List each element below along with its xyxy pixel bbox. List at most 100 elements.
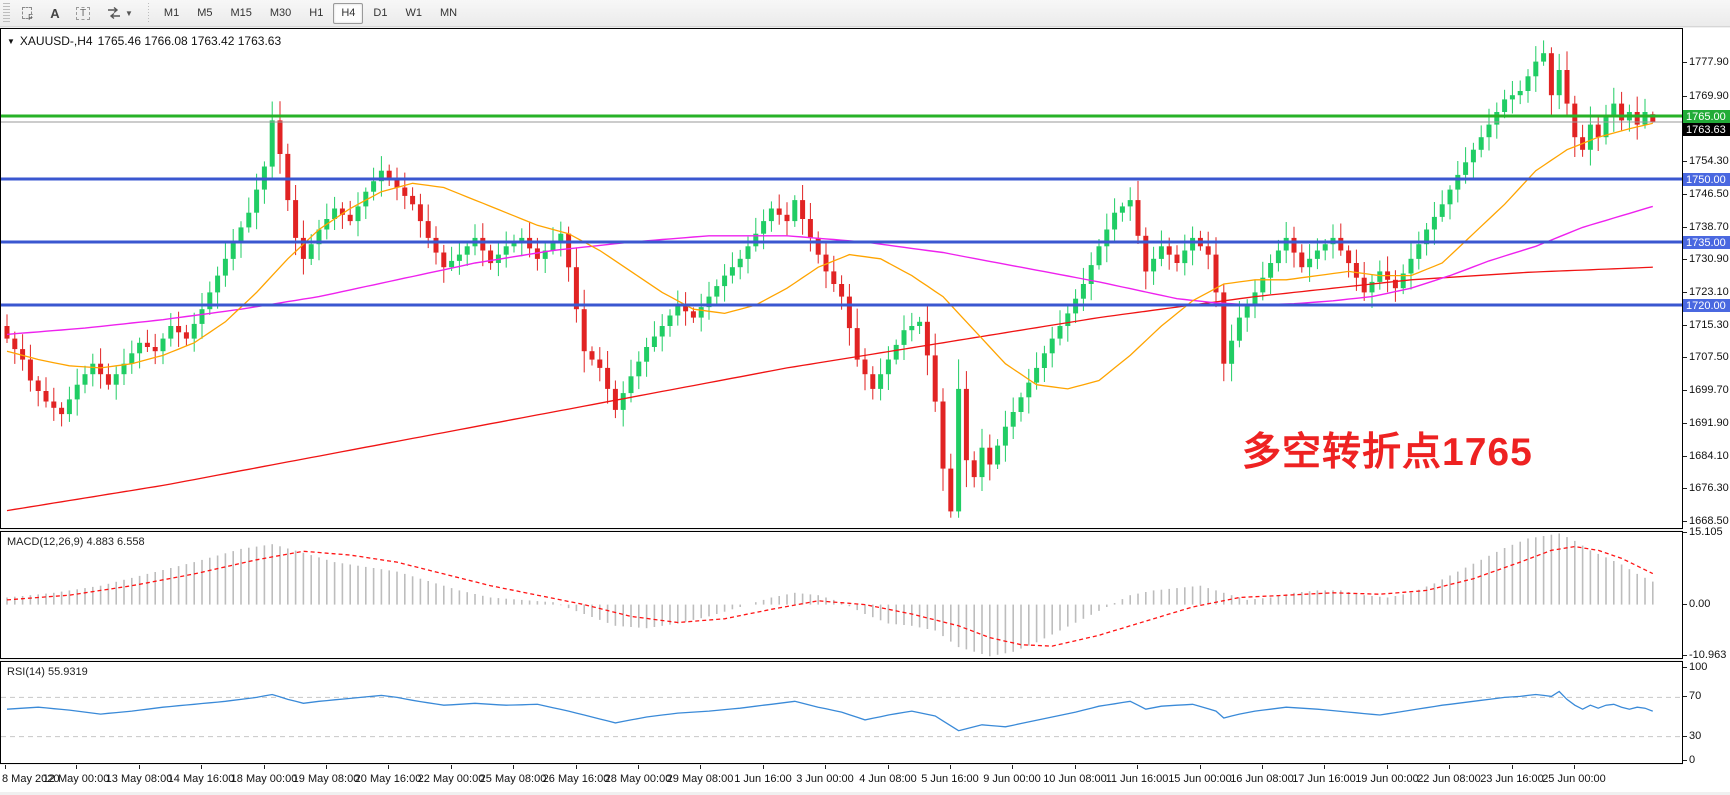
price-axis[interactable]: 1777.901769.901762.101754.301746.501738.… (1683, 28, 1730, 792)
candle-body (456, 254, 462, 261)
candle-body (651, 336, 657, 347)
time-label: 1 Jun 16:00 (734, 773, 792, 785)
candle-body (1275, 250, 1281, 264)
candle-body (1587, 124, 1593, 150)
rsi-tick-dash (1683, 760, 1687, 761)
candle-body (82, 374, 88, 385)
candle-body (807, 219, 813, 238)
candle-body (433, 237, 439, 253)
candle-body (1392, 279, 1398, 289)
candle-body (66, 399, 72, 415)
time-tick (825, 765, 826, 769)
candle-body (1572, 103, 1578, 138)
candle-body (199, 309, 205, 324)
price-tick-dash (1683, 259, 1687, 260)
candle-body (644, 347, 650, 362)
time-tick (1324, 765, 1325, 769)
candle-body (675, 305, 681, 316)
bottom-strip (0, 792, 1730, 795)
time-label: 22 May 00:00 (417, 773, 485, 785)
time-tick (5, 765, 6, 769)
toolbar: F A T ▼ M1 M5 M15 M30 H1 H4 D1 W1 MN (0, 0, 1730, 27)
time-label: 10 Jun 08:00 (1043, 773, 1107, 785)
time-tick (1262, 765, 1263, 769)
swap-arrows-icon[interactable]: ▼ (98, 3, 141, 24)
level-badge-1765: 1765.00 (1683, 110, 1730, 123)
candle-body (410, 195, 416, 205)
price-tick-dash (1683, 456, 1687, 457)
candle-body (1190, 237, 1196, 251)
candle-body (815, 237, 821, 255)
time-tick (76, 765, 77, 769)
candle-body (1509, 95, 1515, 100)
candle-body (1158, 246, 1164, 259)
time-label: 9 Jun 00:00 (983, 773, 1041, 785)
timeframe-button-w1[interactable]: W1 (405, 7, 422, 19)
candle-body (59, 407, 65, 415)
rsi-label: RSI(14) 55.9319 (7, 666, 88, 678)
candle-body (589, 351, 595, 360)
candle-body (1174, 254, 1180, 263)
price-tick-dash (1683, 292, 1687, 293)
candle-body (27, 359, 33, 381)
price-tick-dash (1683, 161, 1687, 162)
macd-label: MACD(12,26,9) 4.883 6.558 (7, 536, 145, 548)
timeframe-button-m1[interactable]: M1 (163, 7, 180, 19)
candle-body (698, 307, 704, 318)
chart-dropdown-icon[interactable]: ▼ (7, 36, 15, 46)
text-box-icon[interactable]: T (70, 3, 96, 24)
candle-body (878, 374, 884, 389)
time-tick (638, 765, 639, 769)
time-label: 26 May 16:00 (542, 773, 610, 785)
candle-body (948, 468, 954, 512)
candle-body (1112, 212, 1118, 230)
timeframe-button-mn[interactable]: MN (439, 7, 458, 19)
candle-body (1431, 216, 1437, 230)
candle-body (160, 338, 166, 352)
macd-chart-surface[interactable] (1, 532, 1682, 658)
candle-body (605, 367, 611, 389)
price-tick-dash (1683, 423, 1687, 424)
rsi-chart-surface[interactable] (1, 662, 1682, 763)
price-tick-dash (1683, 488, 1687, 489)
timeframe-button-m5[interactable]: M5 (197, 7, 213, 19)
candle-body (1463, 162, 1469, 175)
timeframe-button-m15[interactable]: M15 (230, 7, 252, 19)
time-tick (1449, 765, 1450, 769)
time-label: 5 Jun 16:00 (921, 773, 979, 785)
price-tick-dash (1683, 521, 1687, 522)
price-chart-surface[interactable] (1, 29, 1682, 528)
rsi-tick: 100 (1689, 661, 1708, 673)
text-a-icon[interactable]: A (50, 5, 60, 21)
candle-body (176, 326, 182, 333)
candle-body (893, 344, 899, 360)
timeframe-button-h1[interactable]: H1 (309, 7, 324, 19)
candle-body (846, 296, 852, 329)
candle-body (20, 349, 26, 360)
candle-body (1439, 204, 1445, 217)
timeframe-button-h4[interactable]: H4 (333, 2, 364, 24)
main-chart-panel[interactable]: ▼ XAUUSD-,H4 1765.46 1766.08 1763.42 176… (0, 28, 1683, 529)
candle-body (1502, 99, 1508, 112)
candle-body (98, 363, 104, 375)
candle-body (144, 342, 150, 347)
price-tick: 1707.50 (1689, 351, 1729, 363)
candle-body (940, 401, 946, 469)
candle-body (550, 242, 556, 251)
candle-body (503, 246, 509, 255)
time-axis[interactable]: 8 May 2020 12 May 00:00 13 May 08:00 14 May… (0, 765, 1730, 792)
macd-panel[interactable]: MACD(12,26,9) 4.883 6.558 (0, 531, 1683, 659)
price-tick: 1754.30 (1689, 155, 1729, 167)
time-label: 11 Jun 16:00 (1105, 773, 1169, 785)
time-tick (264, 765, 265, 769)
rsi-panel[interactable]: RSI(14) 55.9319 (0, 661, 1683, 764)
timeframe-button-m30[interactable]: M30 (269, 7, 292, 19)
rsi-tick-dash (1683, 736, 1687, 737)
toolbar-drag-handle[interactable] (3, 3, 10, 23)
grid-f-icon[interactable]: F (14, 3, 40, 24)
candle-body (839, 284, 845, 297)
candle-body (768, 208, 774, 222)
time-tick (388, 765, 389, 769)
timeframe-button-d1[interactable]: D1 (373, 7, 388, 19)
